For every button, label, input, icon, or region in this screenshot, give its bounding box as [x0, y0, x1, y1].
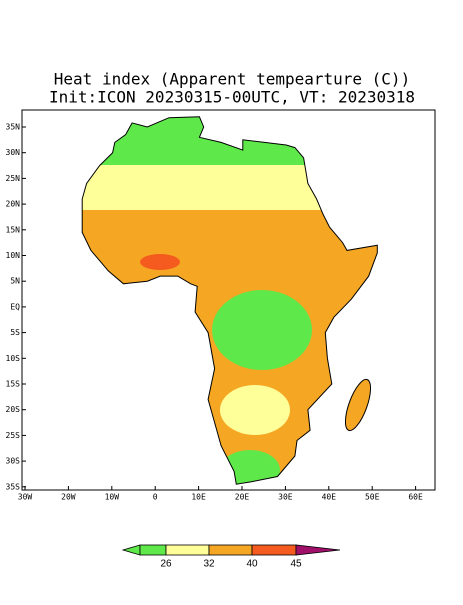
lat-label: 15N	[6, 225, 21, 234]
title: Heat index (Apparent tempearture (C))	[54, 70, 410, 89]
lon-label: 60E	[408, 493, 423, 502]
lon-label: 50E	[365, 493, 380, 502]
lon-label: 20E	[235, 493, 250, 502]
lat-label: 5S	[10, 328, 20, 337]
coastline	[81, 116, 378, 485]
lon-label: 10E	[191, 493, 206, 502]
lat-label: 10S	[6, 354, 21, 363]
lat-label: 10N	[6, 251, 21, 260]
lon-label: 40E	[322, 493, 337, 502]
field-green	[212, 290, 312, 370]
lon-label: 20W	[61, 493, 76, 502]
madagascar	[344, 378, 372, 432]
lat-label: 35S	[6, 482, 21, 491]
field-yellow	[220, 385, 290, 435]
heat-field	[82, 116, 378, 485]
lat-label: 20N	[6, 200, 21, 209]
subtitle: Init:ICON 20230315-00UTC, VT: 20230318	[49, 88, 415, 107]
colorbar-tick-label: 26	[160, 559, 172, 570]
colorbar-end	[121, 544, 141, 556]
lat-label: 15S	[6, 380, 21, 389]
colorbar-box	[251, 544, 297, 556]
lon-label: 30E	[278, 493, 293, 502]
lat-label: 25N	[6, 174, 21, 183]
colorbar: 26 32 40 45	[121, 544, 341, 570]
colorbar-tick-label: 40	[246, 559, 258, 570]
colorbar-box	[208, 544, 253, 556]
colorbar-tick-label: 32	[203, 559, 215, 570]
axes: 35N 30N 25N 20N 15N 10N 5N EQ 5S 10S 15S 20S 25S 30S 3…	[6, 123, 423, 502]
lon-label: 0	[153, 493, 158, 502]
lat-label: 30S	[6, 457, 21, 466]
colorbar-box	[165, 544, 210, 556]
map-frame	[21, 109, 436, 491]
lat-label: EQ	[10, 302, 20, 311]
lat-label: 20S	[6, 405, 21, 414]
lat-label: 25S	[6, 431, 21, 440]
field-green	[220, 450, 280, 485]
colorbar-tick-label: 45	[290, 559, 302, 570]
lon-label: 30W	[18, 493, 33, 502]
field-red	[140, 254, 180, 270]
field-green	[82, 116, 378, 165]
lat-label: 35N	[6, 123, 21, 132]
colorbar-box	[139, 544, 167, 556]
lat-label: 5N	[10, 277, 20, 286]
lon-label: 10W	[105, 493, 120, 502]
lat-label: 30N	[6, 148, 21, 157]
colorbar-end	[295, 544, 341, 556]
